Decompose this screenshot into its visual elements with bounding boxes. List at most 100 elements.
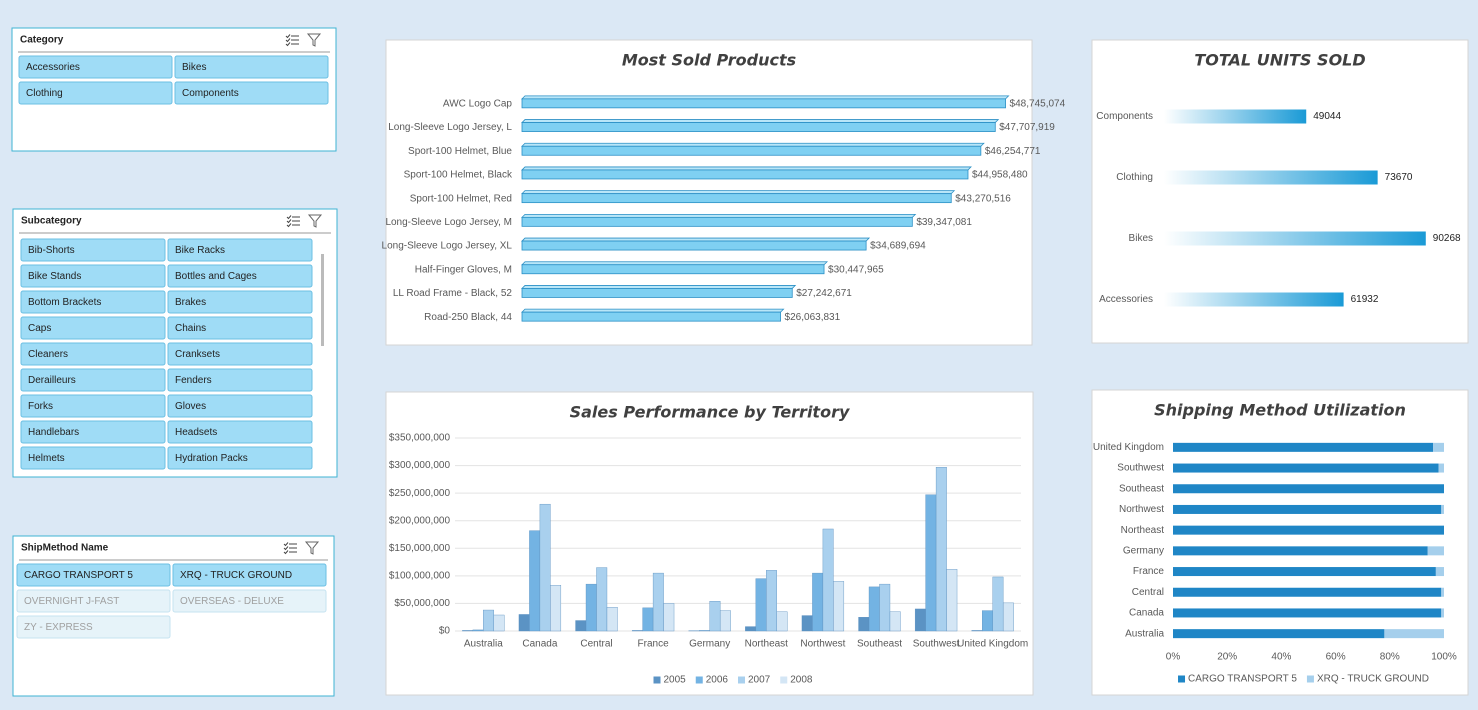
bar <box>719 610 731 632</box>
bar <box>521 288 793 298</box>
chart-title: Sales Performance by Territory <box>570 403 850 422</box>
slicer-item-label: Bikes <box>182 62 206 73</box>
bar <box>521 240 867 251</box>
bar <box>472 629 484 632</box>
y-tick-label: $150,000,000 <box>389 543 451 554</box>
bar-segment <box>1173 525 1444 535</box>
slicer-item-label: Bike Racks <box>175 245 225 256</box>
slicer-item[interactable] <box>20 290 166 314</box>
icon-stroke <box>285 38 291 43</box>
slicer-item[interactable] <box>167 394 313 418</box>
y-tick-label: Accessories <box>1099 294 1153 305</box>
bar <box>585 583 597 632</box>
bar-top <box>521 142 985 147</box>
slicer-item-label: Caps <box>28 323 51 334</box>
slicer-item-label: Cleaners <box>28 349 68 360</box>
data-label: $30,447,965 <box>828 264 884 275</box>
bar <box>699 630 710 632</box>
y-tick-label: Southwest <box>1117 463 1164 474</box>
legend-swatch <box>1178 675 1186 683</box>
y-tick-label: United Kingdom <box>1093 442 1164 453</box>
y-tick-label: $0 <box>439 626 451 637</box>
bar-top <box>521 190 956 195</box>
legend-label: 2007 <box>748 675 771 686</box>
slicer-item[interactable] <box>167 316 313 340</box>
x-tick-label: Southwest <box>913 639 960 650</box>
clear-filter-icon[interactable] <box>306 33 322 47</box>
slicer-item[interactable] <box>16 589 171 613</box>
legend-label: 2005 <box>664 675 687 686</box>
slicer-item[interactable] <box>167 446 313 470</box>
icon-stroke <box>286 223 292 228</box>
bar-segment <box>1173 608 1442 618</box>
bar <box>755 578 767 632</box>
slicer-item[interactable] <box>20 316 166 340</box>
slicer-item[interactable] <box>174 55 329 79</box>
y-tick-label: Sport-100 Helmet, Blue <box>408 146 512 157</box>
x-tick-label: United Kingdom <box>957 639 1028 650</box>
slicer-item[interactable] <box>16 615 171 639</box>
slicer-item[interactable] <box>167 420 313 444</box>
bar-top <box>521 308 785 313</box>
slicer-item[interactable] <box>172 589 327 613</box>
bar <box>606 607 618 632</box>
bar <box>868 586 880 632</box>
data-label: $26,063,831 <box>785 312 841 323</box>
slicer-item-label: ZY - EXPRESS <box>24 622 93 633</box>
data-label: $48,745,074 <box>1010 98 1066 109</box>
bar <box>1164 292 1344 307</box>
bar <box>946 569 958 632</box>
x-tick-label: 60% <box>1326 652 1346 663</box>
icon-stroke <box>286 215 292 220</box>
slicer-item-label: Clothing <box>26 88 63 99</box>
slicer-item[interactable] <box>167 342 313 366</box>
slicer-item[interactable] <box>167 368 313 392</box>
bar-segment <box>1173 567 1436 577</box>
chart-panel <box>1091 389 1469 696</box>
y-tick-label: Bikes <box>1129 233 1153 244</box>
slicer-item[interactable] <box>167 290 313 314</box>
clear-filter-icon[interactable] <box>304 541 320 555</box>
bar <box>663 603 675 632</box>
x-tick-label: France <box>638 639 670 650</box>
slicer-item[interactable] <box>16 563 171 587</box>
slicer-item[interactable] <box>174 81 329 105</box>
bar <box>462 630 474 632</box>
bar-segment <box>1441 587 1444 597</box>
bar-segment <box>1173 484 1444 494</box>
slicer-item[interactable] <box>18 81 173 105</box>
slicer-item-label: Bottles and Cages <box>175 271 257 282</box>
bar <box>889 611 901 632</box>
slicer-item[interactable] <box>20 264 166 288</box>
bar <box>982 610 993 632</box>
slicer-item[interactable] <box>172 563 327 587</box>
slicer-item[interactable] <box>167 238 313 262</box>
slicer-item[interactable] <box>167 264 313 288</box>
bar <box>521 98 1006 109</box>
legend-swatch <box>695 676 703 684</box>
legend-swatch <box>653 676 661 684</box>
slicer-item[interactable] <box>20 238 166 262</box>
slicer-item[interactable] <box>20 420 166 444</box>
y-tick-label: Long-Sleeve Logo Jersey, M <box>385 217 512 228</box>
slicer-item-label: Hydration Packs <box>175 453 248 464</box>
bar <box>521 311 781 322</box>
slicer-item-label: Bottom Brackets <box>28 297 101 308</box>
bar <box>914 608 926 632</box>
x-tick-label: Central <box>580 639 612 650</box>
bar-segment <box>1173 587 1442 597</box>
clear-filter-icon[interactable] <box>307 214 323 228</box>
bar-segment <box>1441 504 1444 514</box>
x-tick-label: Southeast <box>857 639 902 650</box>
bar <box>521 216 913 227</box>
slicer-item[interactable] <box>20 342 166 366</box>
slicer-item-label: Helmets <box>28 453 65 464</box>
bar <box>550 585 562 632</box>
slicer-item[interactable] <box>18 55 173 79</box>
y-tick-label: Road-250 Black, 44 <box>424 312 512 323</box>
slicer-item[interactable] <box>20 368 166 392</box>
slicer-item[interactable] <box>20 446 166 470</box>
slicer-item[interactable] <box>20 394 166 418</box>
x-tick-label: 0% <box>1166 652 1181 663</box>
bar <box>521 122 996 132</box>
